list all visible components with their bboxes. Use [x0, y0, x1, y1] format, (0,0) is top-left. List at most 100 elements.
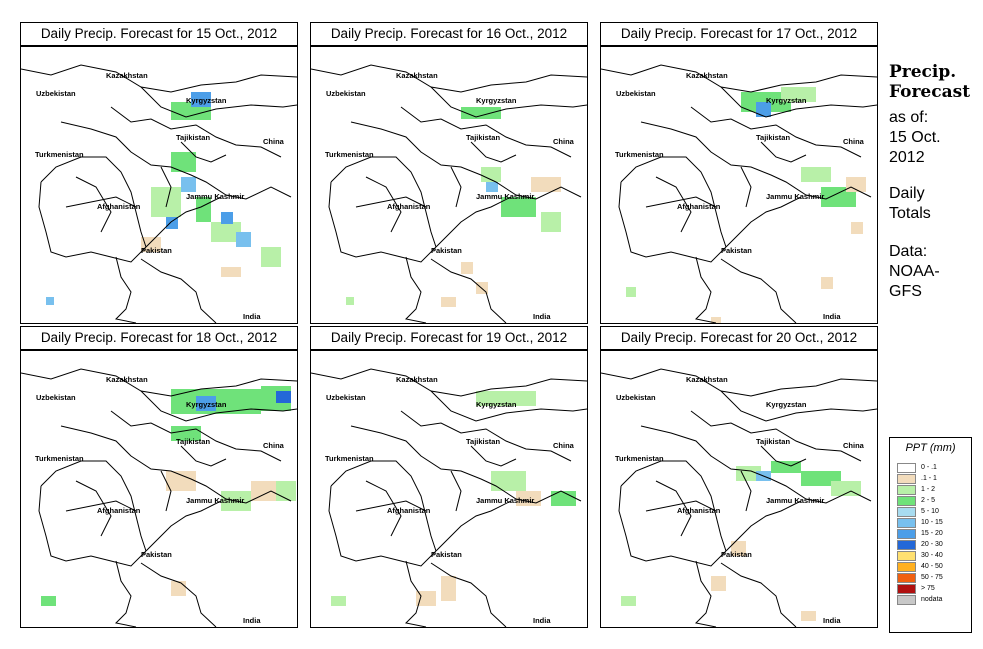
border-line: [311, 64, 587, 93]
border-line: [114, 256, 137, 323]
border-line: [655, 176, 692, 233]
region-label: China: [553, 441, 574, 450]
border-line: [38, 485, 147, 567]
precip-cell: [501, 197, 536, 217]
precip-cell: [331, 596, 346, 606]
legend-label: nodata: [921, 596, 943, 603]
region-label: Turkmenistan: [615, 150, 664, 159]
region-label: Turkmenistan: [35, 150, 84, 159]
asof-label: as of:: [889, 109, 929, 126]
data-source-label: Data:: [889, 243, 928, 260]
precip-cell: [486, 182, 498, 192]
border-line: [145, 500, 222, 552]
region-label: India: [243, 616, 261, 625]
legend-label: 2 - 5: [921, 497, 936, 504]
region-label: Kyrgyzstan: [476, 96, 517, 105]
border-line: [620, 156, 727, 248]
precip-cell: [151, 187, 181, 217]
legend-item: 5 - 10: [897, 506, 943, 517]
precip-cell: [801, 611, 816, 621]
data-source-line-2: GFS: [889, 283, 922, 300]
precip-cell: [261, 247, 281, 267]
border-line: [694, 560, 717, 627]
legend-item: .1 - 1: [897, 473, 943, 484]
region-label: Tajikistan: [176, 133, 211, 142]
legend-label: 0 - .1: [921, 464, 937, 471]
border-line: [690, 410, 862, 462]
region-label: Tajikistan: [756, 133, 791, 142]
region-label: Pakistan: [431, 246, 462, 255]
legend-item: 30 - 40: [897, 550, 943, 561]
region-label: Tajikistan: [176, 437, 211, 446]
asof-date: 15 Oct.: [889, 129, 941, 146]
asof-year: 2012: [889, 149, 925, 166]
border-line: [435, 196, 512, 248]
precip-cell: [221, 267, 241, 277]
precip-cell: [461, 262, 473, 274]
region-label: Pakistan: [721, 246, 752, 255]
precip-cell: [166, 471, 196, 491]
precip-cell: [441, 576, 456, 601]
precip-map: Kazakhstan Uzbekistan Kyrgyzstan Tajikistan…: [20, 46, 298, 324]
precip-cell: [236, 232, 251, 247]
legend-rows: 0 - .1 .1 - 1 1 - 2 2 - 5 5 - 10 10 - 15 15 - …: [897, 462, 943, 605]
precip-cell: [756, 102, 771, 117]
forecast-panel: Daily Precip. Forecast for 18 Oct., 2012…: [20, 326, 298, 628]
region-label: Kyrgyzstan: [766, 400, 807, 409]
precip-cell: [711, 576, 726, 591]
legend-swatch: [897, 506, 916, 517]
asof-block: as of: 15 Oct. 2012: [889, 108, 941, 168]
border-line: [40, 156, 147, 248]
precip-cell: [491, 471, 526, 491]
border-line: [40, 460, 147, 552]
heading-line-2: Forecast: [889, 82, 971, 102]
region-label: Turkmenistan: [615, 454, 664, 463]
precip-cell: [711, 317, 721, 323]
legend-swatch: [897, 484, 916, 495]
region-label: Kyrgyzstan: [476, 400, 517, 409]
legend-item: 50 - 75: [897, 572, 943, 583]
border-line: [720, 390, 877, 422]
region-label: Tajikistan: [466, 437, 501, 446]
legend-label: .1 - 1: [921, 475, 937, 482]
precip-cell: [196, 396, 216, 411]
border-line: [311, 368, 587, 397]
border-line: [60, 121, 292, 200]
legend-label: 30 - 40: [921, 552, 943, 559]
forecast-panel: Daily Precip. Forecast for 15 Oct., 2012…: [20, 22, 298, 324]
region-label: Kazakhstan: [106, 71, 148, 80]
legend-item: 40 - 50: [897, 561, 943, 572]
data-source-line-1: NOAA-: [889, 263, 940, 280]
border-line: [21, 64, 297, 93]
precip-cell: [41, 596, 56, 606]
border-line: [720, 86, 877, 118]
border-line: [618, 181, 727, 263]
legend-swatch: [897, 462, 916, 473]
legend-item: 20 - 30: [897, 539, 943, 550]
region-label: India: [823, 616, 841, 625]
border-line: [655, 480, 692, 537]
map-canvas: [21, 64, 297, 323]
precip-map: Kazakhstan Uzbekistan Kyrgyzstan Tajikistan…: [600, 350, 878, 628]
border-line: [400, 410, 572, 462]
precip-cell: [251, 481, 281, 501]
legend-swatch: [897, 539, 916, 550]
region-label: China: [553, 137, 574, 146]
legend-swatch: [897, 517, 916, 528]
border-line: [328, 485, 437, 567]
border-line: [620, 460, 727, 552]
totals-block: Daily Totals: [889, 184, 931, 224]
precip-map: Kazakhstan Uzbekistan Kyrgyzstan Tajikistan…: [600, 46, 878, 324]
precip-cell: [166, 217, 178, 229]
totals-line-1: Daily: [889, 185, 925, 202]
region-label: Jammu Kashmir: [476, 496, 535, 505]
panel-title: Daily Precip. Forecast for 16 Oct., 2012: [310, 22, 588, 46]
border-line: [725, 500, 802, 552]
legend-label: 15 - 20: [921, 530, 943, 537]
region-label: India: [533, 616, 551, 625]
region-label: China: [843, 137, 864, 146]
border-line: [618, 485, 727, 567]
border-line: [760, 445, 807, 467]
precip-cell: [461, 107, 501, 119]
border-line: [140, 562, 217, 627]
